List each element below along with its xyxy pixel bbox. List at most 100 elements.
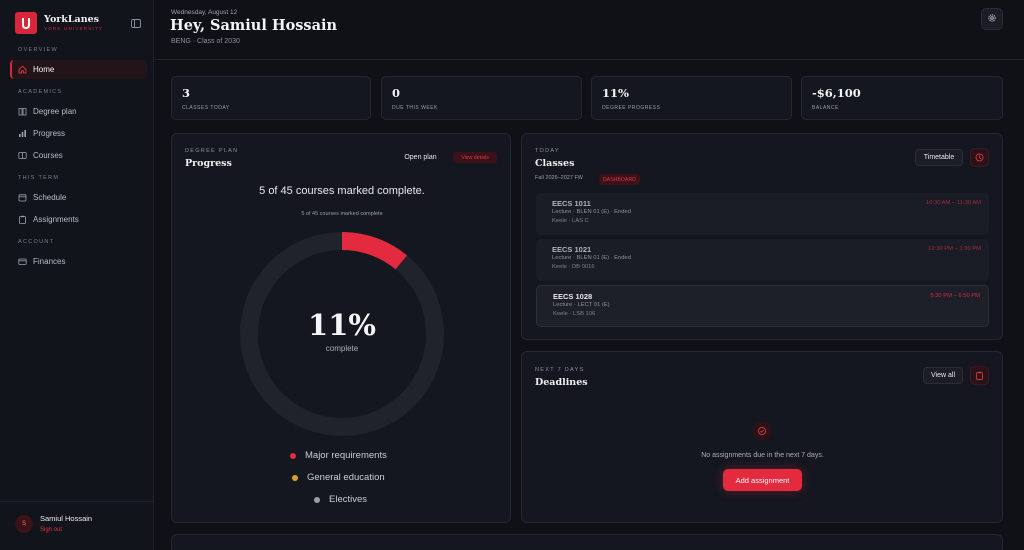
- panel-title: Deadlines: [535, 377, 588, 388]
- bottom-panel: [171, 534, 1003, 550]
- progress-caption: 5 of 45 courses marked complete: [301, 211, 383, 217]
- stat-label: DEGREE PROGRESS: [602, 105, 661, 111]
- avatar[interactable]: S: [15, 515, 33, 533]
- gear-icon: [987, 10, 997, 28]
- deadlines-panel: NEXT 7 DAYS Deadlines View all No assign…: [521, 351, 1003, 523]
- donut-fill: [240, 232, 444, 436]
- stat-value: 0: [392, 86, 401, 100]
- header-date: Wednesday, August 12: [171, 9, 238, 16]
- courses-icon: [18, 151, 27, 160]
- nav-section-account: ACCOUNT: [18, 239, 55, 245]
- stat-value: 3: [182, 86, 191, 100]
- empty-state-text: No assignments due in the next 7 days.: [701, 452, 824, 459]
- panel-eyebrow: NEXT 7 DAYS: [535, 367, 585, 373]
- progress-percent-label: complete: [325, 344, 359, 353]
- collapse-sidebar-icon[interactable]: [131, 15, 141, 28]
- user-name: Samiul Hossain: [40, 514, 93, 523]
- clock-button[interactable]: [970, 148, 989, 167]
- brand[interactable]: YorkLanes YORK UNIVERSITY: [15, 12, 103, 34]
- class-row[interactable]: EECS 1028 Lecture · LECT 01 (E) Keele · …: [536, 285, 989, 327]
- check-circle-icon: [753, 422, 771, 440]
- class-row[interactable]: EECS 1011 Lecture · BLEN 01 (E) · Ended …: [536, 193, 989, 235]
- sidebar-footer: S Samiul Hossain Sign out: [0, 501, 154, 550]
- class-location: Keele · LSB 106: [553, 311, 596, 317]
- stat-balance: -$6,100 BALANCE: [801, 76, 1003, 120]
- calendar-icon: [18, 193, 27, 202]
- sign-out-link[interactable]: Sign out: [40, 527, 63, 533]
- brand-name: YorkLanes: [44, 14, 100, 25]
- class-detail: Lecture · BLEN 01 (E) · Ended: [552, 209, 631, 215]
- sidebar: YorkLanes YORK UNIVERSITY OVERVIEW Home …: [0, 0, 154, 550]
- home-icon: [18, 65, 27, 74]
- legend-dot: [292, 474, 298, 481]
- stat-label: BALANCE: [812, 105, 839, 111]
- legend-label: General education: [307, 472, 385, 483]
- progress-percent: 11%: [308, 308, 376, 342]
- term-label: Fall 2026–2027 FW: [535, 175, 583, 181]
- page-header: Wednesday, August 12 Hey, Samiul Hossain…: [154, 0, 1024, 60]
- progress-headline: 5 of 45 courses marked complete.: [259, 185, 425, 197]
- class-time: 5:30 PM – 6:50 PM: [930, 293, 980, 299]
- clipboard-button[interactable]: [970, 366, 989, 385]
- class-detail: Lecture · LECT 01 (E): [553, 302, 610, 308]
- class-code: EECS 1011: [552, 199, 591, 208]
- view-details-button[interactable]: View details: [453, 152, 497, 163]
- page-title: Hey, Samiul Hossain: [170, 17, 338, 34]
- panel-title: Classes: [535, 158, 575, 169]
- class-code: EECS 1028: [553, 292, 593, 301]
- book-icon: [18, 107, 27, 116]
- class-code: EECS 1021: [552, 245, 592, 254]
- brand-subtitle: YORK UNIVERSITY: [44, 26, 104, 31]
- panel-eyebrow: TODAY: [535, 148, 560, 154]
- logo-icon: [15, 12, 37, 34]
- sidebar-item-label: Assignments: [33, 215, 79, 224]
- class-time: 10:30 AM – 11:30 AM: [926, 200, 981, 206]
- panel-title: Progress: [185, 158, 232, 169]
- legend-item-major: Major requirements: [290, 450, 387, 461]
- nav-section-academics: ACADEMICS: [18, 89, 63, 95]
- stat-label: DUE THIS WEEK: [392, 105, 438, 111]
- sidebar-item-label: Finances: [33, 257, 66, 266]
- sidebar-item-assignments[interactable]: Assignments: [10, 210, 147, 229]
- legend-label: Electives: [329, 494, 368, 505]
- sidebar-item-degree-plan[interactable]: Degree plan: [10, 102, 147, 121]
- class-location: Keele · LAS C: [552, 218, 589, 224]
- stat-degree-progress: 11% DEGREE PROGRESS: [591, 76, 792, 120]
- wallet-icon: [18, 257, 27, 266]
- sidebar-item-label: Schedule: [33, 193, 67, 202]
- clock-icon: [975, 149, 984, 167]
- legend-item-electives: Electives: [314, 494, 367, 505]
- stat-classes-today: 3 CLASSES TODAY: [171, 76, 371, 120]
- progress-panel: DEGREE PLAN Progress Open plan View deta…: [171, 133, 511, 523]
- sidebar-item-progress[interactable]: Progress: [10, 124, 147, 143]
- add-assignment-button[interactable]: Add assignment: [723, 469, 802, 491]
- dashboard-badge: DASHBOARD: [599, 174, 640, 185]
- class-location: Keele · DB 0016: [552, 264, 595, 270]
- sidebar-item-home[interactable]: Home: [10, 60, 147, 79]
- panel-eyebrow: DEGREE PLAN: [185, 148, 239, 154]
- sidebar-item-schedule[interactable]: Schedule: [10, 188, 147, 207]
- legend-label: Major requirements: [305, 450, 387, 461]
- open-plan-button[interactable]: Open plan: [398, 149, 443, 166]
- sidebar-item-label: Progress: [33, 129, 66, 138]
- settings-button[interactable]: [981, 8, 1003, 30]
- view-all-button[interactable]: View all: [923, 367, 963, 384]
- sidebar-item-label: Degree plan: [33, 107, 77, 116]
- stat-value: 11%: [602, 86, 629, 100]
- sidebar-item-label: Courses: [33, 151, 63, 160]
- legend-dot: [314, 496, 320, 503]
- nav-section-this-term: THIS TERM: [18, 175, 60, 181]
- timetable-button[interactable]: Timetable: [915, 149, 963, 166]
- sidebar-item-finances[interactable]: Finances: [10, 252, 147, 271]
- legend-dot: [290, 452, 296, 459]
- stat-label: CLASSES TODAY: [182, 105, 230, 111]
- class-detail: Lecture · BLEN 01 (E) · Ended: [552, 255, 631, 261]
- classes-panel: TODAY Classes Fall 2026–2027 FW DASHBOAR…: [521, 133, 1003, 340]
- sidebar-item-courses[interactable]: Courses: [10, 146, 147, 165]
- stat-due-this-week: 0 DUE THIS WEEK: [381, 76, 582, 120]
- header-subtitle: BENG · Class of 2030: [171, 38, 240, 45]
- nav-section-overview: OVERVIEW: [18, 47, 58, 53]
- clipboard-icon: [18, 215, 27, 224]
- progress-donut: [240, 232, 444, 436]
- class-row[interactable]: EECS 1021 Lecture · BLEN 01 (E) · Ended …: [536, 239, 989, 281]
